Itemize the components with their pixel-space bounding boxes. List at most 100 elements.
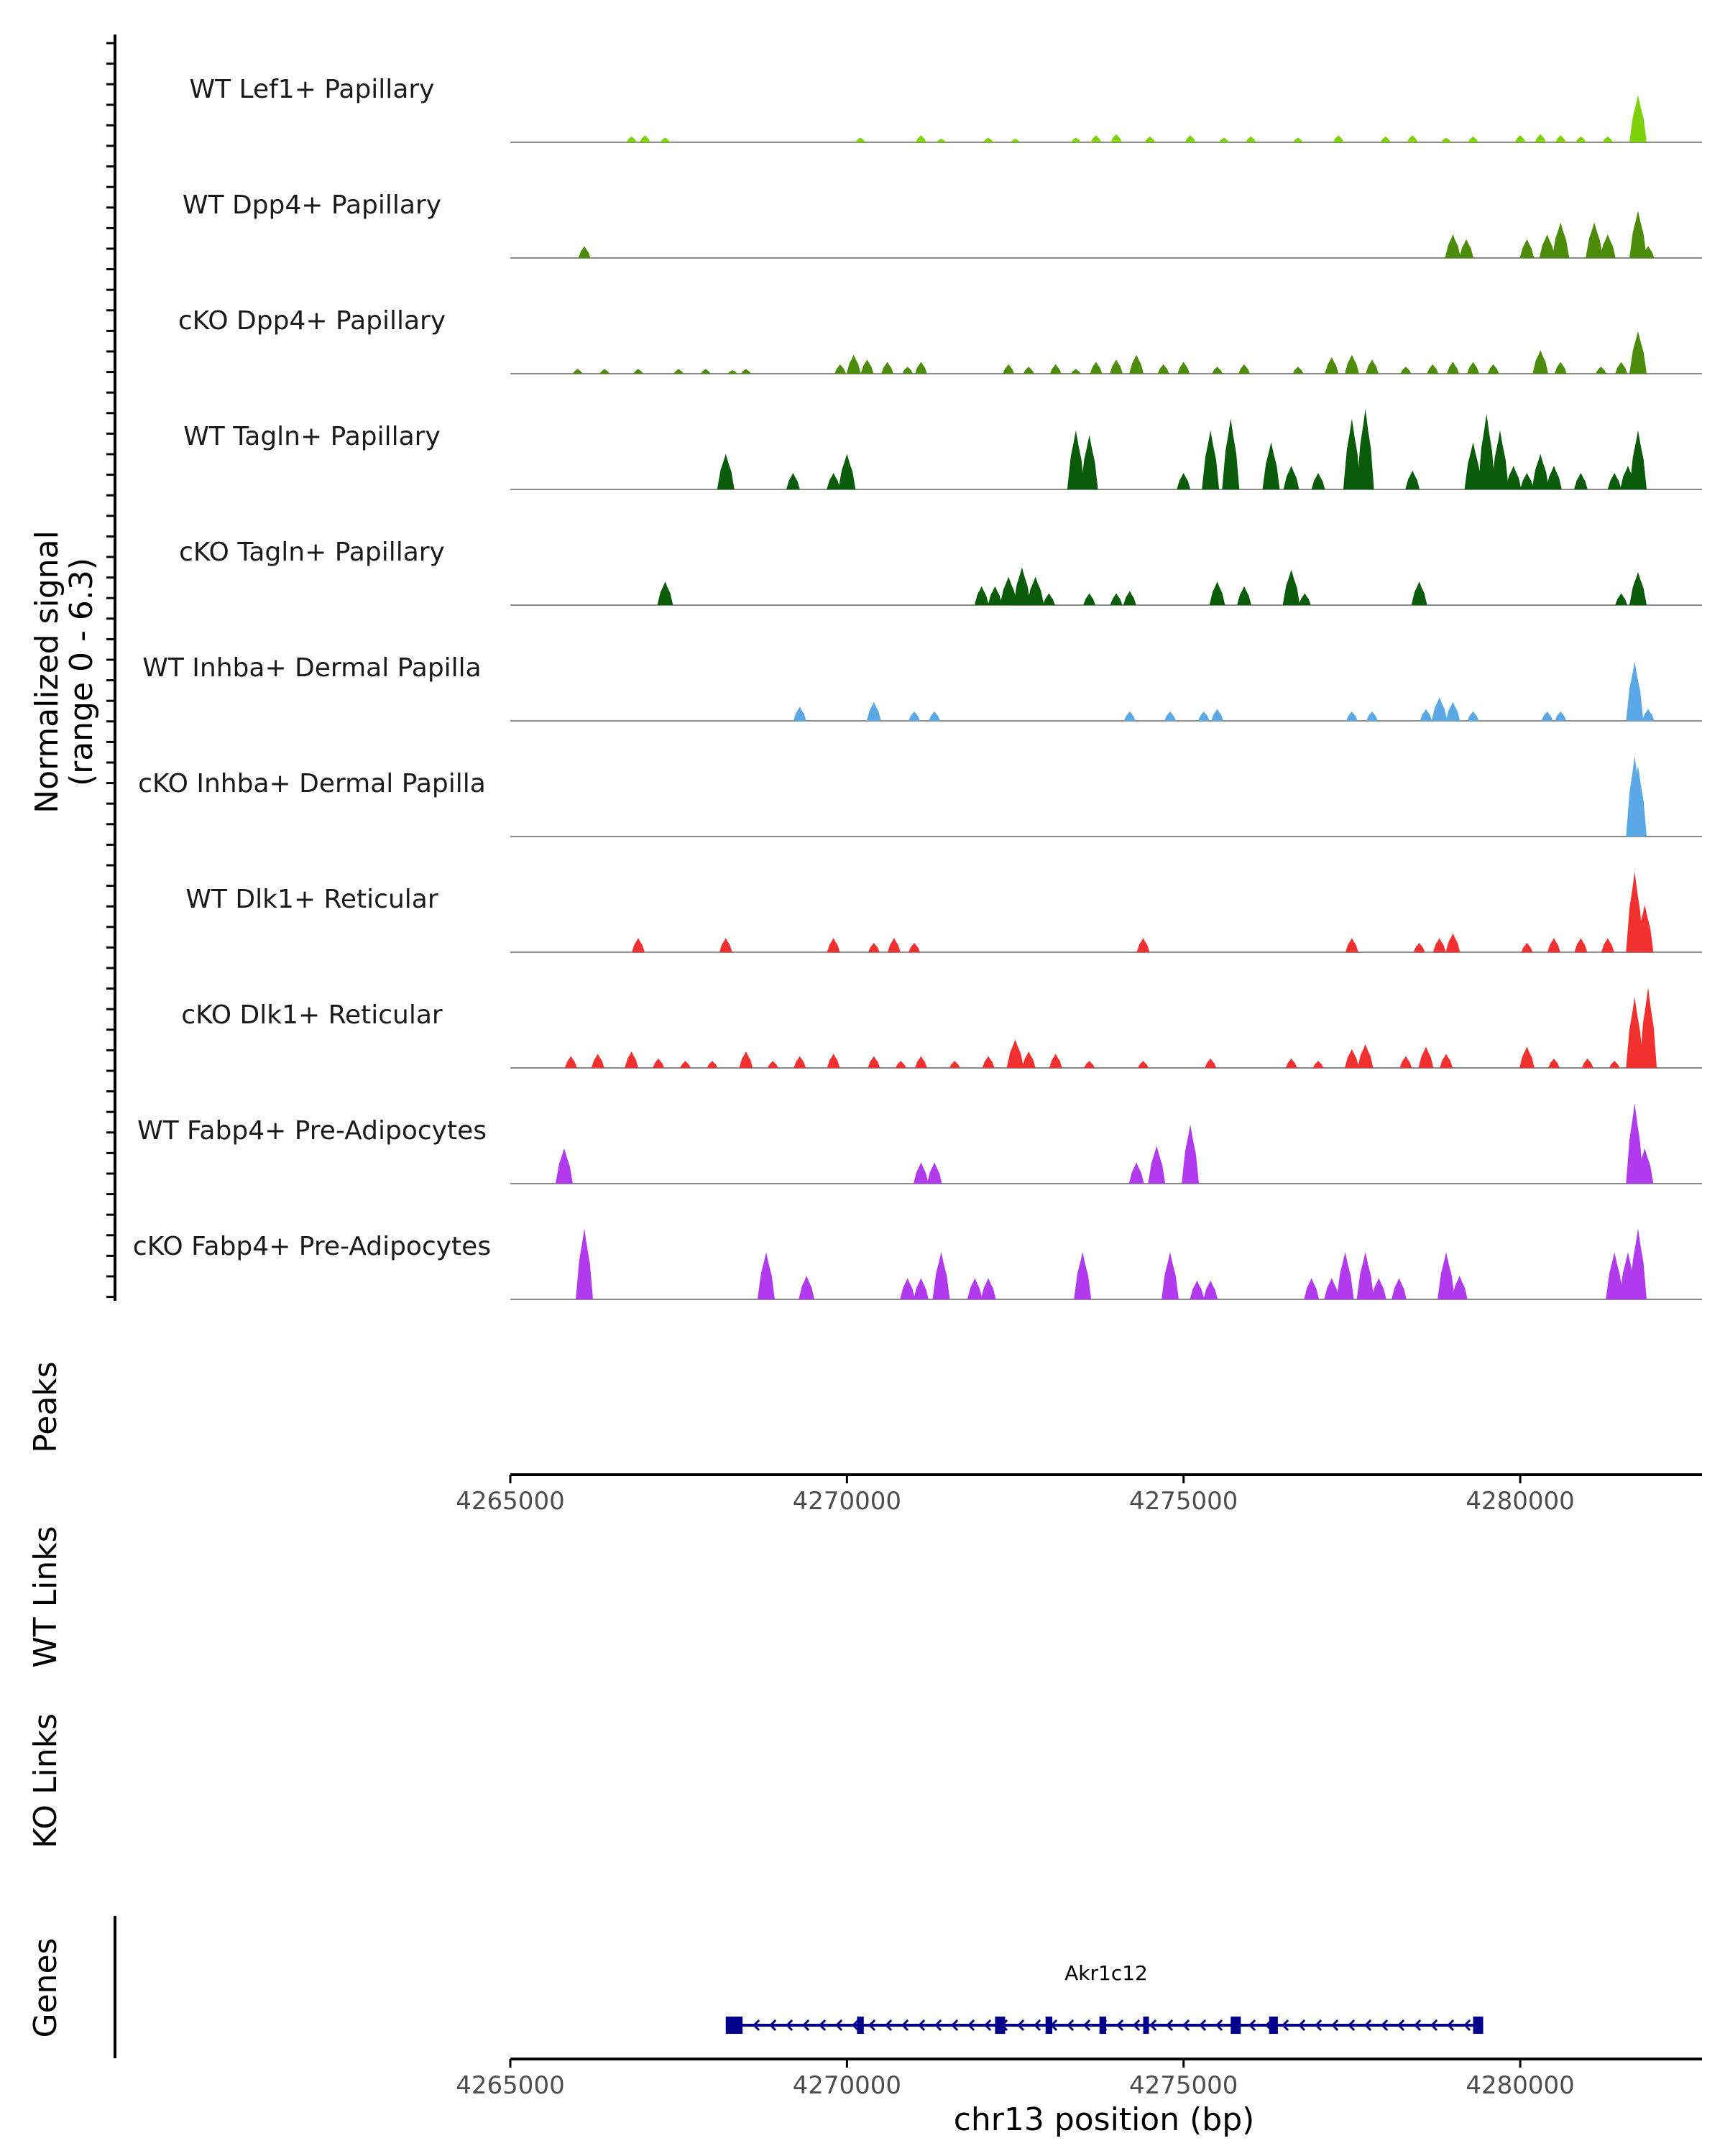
ko-links-label: KO Links: [27, 1713, 64, 1848]
gene-strand-arrow: [967, 2019, 975, 2032]
coverage-peak: [1292, 367, 1304, 374]
coverage-peak: [799, 1276, 815, 1299]
coverage-peak: [1445, 701, 1460, 721]
coverage-peak: [1547, 938, 1560, 952]
coverage-peak: [1441, 137, 1452, 142]
coverage-peak: [1209, 581, 1225, 605]
gene-strand-arrow: [1281, 2019, 1289, 2032]
wt-links-label: WT Links: [27, 1526, 64, 1667]
coverage-peak: [1343, 418, 1361, 489]
coverage-peak: [1110, 359, 1123, 374]
coverage-peak: [1606, 1252, 1624, 1299]
gene-strand-arrow: [917, 2019, 926, 2032]
gene-exon: [1230, 2017, 1241, 2034]
coverage-peak: [1407, 135, 1418, 142]
coverage-peak: [1615, 593, 1628, 605]
coverage-peak: [1636, 1148, 1654, 1184]
gene-strand-arrow: [1033, 2019, 1041, 2032]
coverage-peak: [626, 136, 637, 142]
coverage-peak: [1547, 1058, 1560, 1068]
coverage-peak: [1218, 137, 1229, 142]
coverage-peak: [1345, 938, 1358, 952]
coverage-peak: [1237, 586, 1251, 605]
coverage-peak: [1292, 137, 1303, 142]
coverage-peak: [1519, 239, 1535, 258]
coverage-peak: [1298, 593, 1311, 605]
coverage-peak: [1555, 135, 1566, 142]
coverage-peak: [1262, 442, 1280, 489]
coverage-peak: [980, 1278, 996, 1299]
coverage-peak: [717, 453, 735, 489]
coverage-peak: [908, 711, 921, 721]
coverage-peak: [1182, 1124, 1200, 1184]
x-axis-tick-label: 4270000: [793, 2071, 901, 2100]
coverage-peak: [1599, 234, 1616, 258]
gene-strand-arrow: [851, 2019, 860, 2032]
coverage-peak: [1161, 1252, 1179, 1299]
gene-strand-arrow: [1446, 2019, 1455, 2032]
coverage-peak: [1197, 711, 1210, 721]
coverage-peak: [1356, 409, 1374, 489]
genes-track-label: Genes: [27, 1938, 64, 2037]
coverage-track: cKO Inhba+ Dermal Papilla: [138, 756, 1702, 837]
gene-exon: [1473, 2017, 1484, 2034]
gene-strand-arrow: [1430, 2019, 1438, 2032]
genes-x-axis-ticks: 4265000 4270000 4275000 4280000: [456, 2059, 1575, 2100]
gene-strand-arrow: [768, 2019, 777, 2032]
coverage-peak: [900, 1278, 916, 1299]
coverage-peak: [1581, 1058, 1593, 1068]
coverage-peak: [1478, 413, 1496, 489]
coverage-peak: [660, 137, 671, 142]
coverage-peak: [1411, 581, 1427, 605]
coverage-peak: [555, 1148, 573, 1184]
coverage-peak: [719, 938, 732, 952]
coverage-peak: [1467, 711, 1479, 721]
peaks-x-axis-ticks: 4265000 4270000 4275000 4280000: [456, 1475, 1575, 1516]
coverage-track: WT Lef1+ Papillary: [190, 75, 1702, 143]
coverage-peak: [1639, 987, 1657, 1068]
coverage-peak: [1110, 593, 1123, 605]
gene-label-akr1c12: Akr1c12: [1064, 1961, 1148, 1985]
coverage-peak: [1642, 246, 1655, 258]
coverage-peak: [1304, 1278, 1320, 1299]
coverage-track: cKO Tagln+ Papillary: [179, 538, 1702, 606]
coverage-peak: [1555, 711, 1567, 721]
coverage-peak: [1144, 136, 1156, 142]
coverage-track: WT Dlk1+ Reticular: [185, 872, 1702, 953]
gene-strand-arrow: [1149, 2019, 1157, 2032]
coverage-peak: [673, 369, 684, 374]
x-axis-tick-label: 4275000: [1129, 2071, 1238, 2100]
coverage-peak: [1346, 711, 1358, 721]
coverage-peak: [1596, 367, 1606, 374]
coverage-peak: [1311, 472, 1325, 489]
gene-exon: [1269, 2017, 1278, 2034]
coverage-peak: [1177, 361, 1190, 374]
coverage-peak: [757, 1252, 775, 1299]
coverage-peak: [1238, 364, 1251, 374]
gene-model-akr1c12: [725, 2017, 1484, 2034]
coverage-peak: [1013, 567, 1031, 605]
coverage-peak: [1626, 997, 1644, 1068]
x-axis-tick-label: 4265000: [456, 2071, 564, 2100]
gene-strand-arrow: [1330, 2019, 1339, 2032]
gene-strand-arrow: [1198, 2019, 1207, 2032]
coverage-peak: [1392, 1278, 1407, 1299]
coverage-peak: [846, 354, 861, 374]
coverage-peak: [914, 1056, 927, 1068]
coverage-peak: [1629, 765, 1647, 837]
track-label: cKO Fabp4+ Pre-Adipocytes: [133, 1232, 491, 1261]
coverage-peak: [1464, 442, 1482, 489]
x-axis-tick-label: 4275000: [1129, 1487, 1238, 1516]
coverage-peak: [1539, 234, 1555, 258]
coverage-peak: [1607, 472, 1622, 489]
coverage-peak: [1128, 1162, 1144, 1184]
coverage-peak: [1333, 135, 1344, 142]
coverage-peak: [1446, 361, 1459, 374]
coverage-track: WT Tagln+ Papillary: [183, 409, 1702, 490]
coverage-peak: [1629, 430, 1647, 489]
gene-strand-arrow: [950, 2019, 959, 2032]
coverage-peak: [868, 942, 880, 952]
gene-strand-arrow: [868, 2019, 876, 2032]
coverage-peak: [1067, 430, 1085, 489]
coverage-peak: [1202, 430, 1220, 489]
